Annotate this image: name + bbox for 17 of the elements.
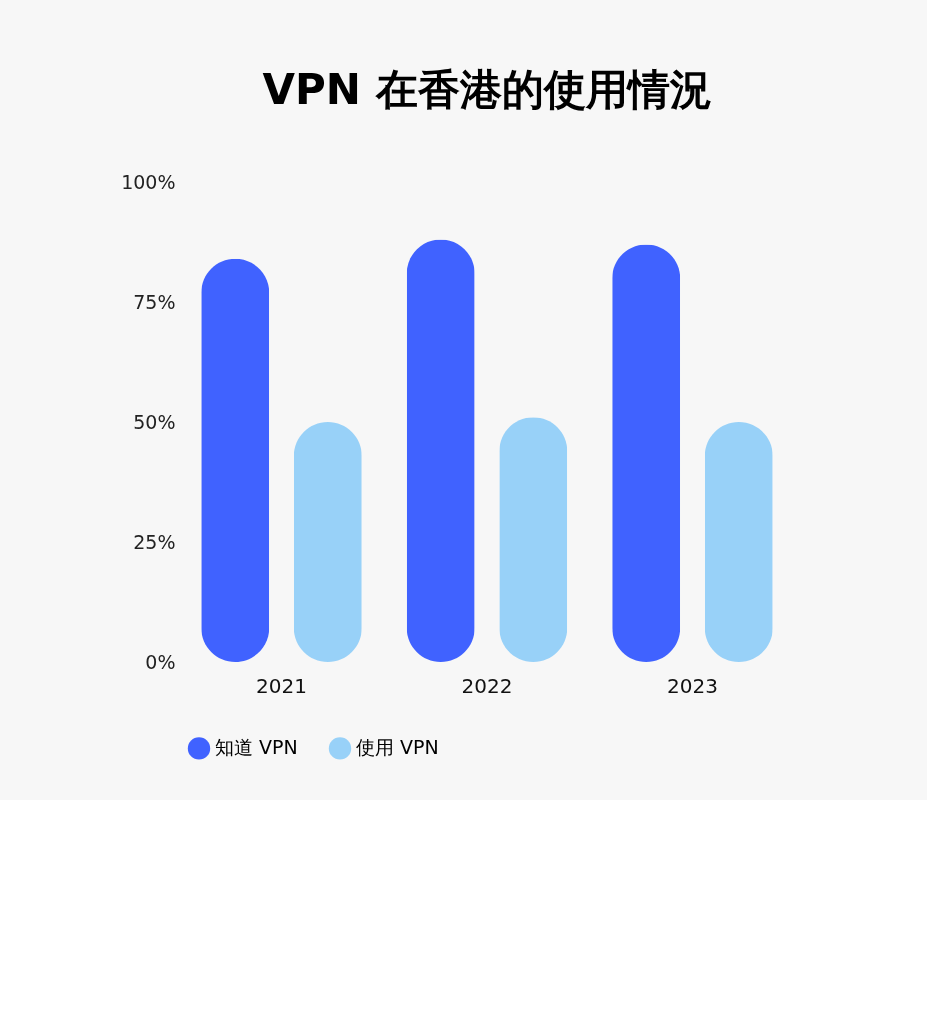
x-tick-label: 2021 [256, 673, 307, 698]
bar [406, 239, 475, 662]
legend-label: 知道 VPN [215, 736, 298, 759]
y-tick-label: 25% [133, 530, 176, 553]
x-tick-label: 2022 [461, 673, 513, 698]
legend-label: 使用 VPN [356, 736, 439, 759]
chart-title: VPN 在香港的使用情況 [262, 65, 712, 114]
bar [201, 258, 270, 662]
bar [293, 422, 362, 662]
bar [704, 422, 773, 662]
bar [612, 244, 681, 662]
y-tick-label: 50% [133, 410, 176, 433]
bar [499, 417, 568, 662]
x-tick-label: 2023 [667, 673, 718, 698]
y-tick-label: 0% [145, 650, 176, 673]
y-tick-label: 75% [133, 290, 176, 313]
y-tick-label: 100% [121, 170, 176, 193]
